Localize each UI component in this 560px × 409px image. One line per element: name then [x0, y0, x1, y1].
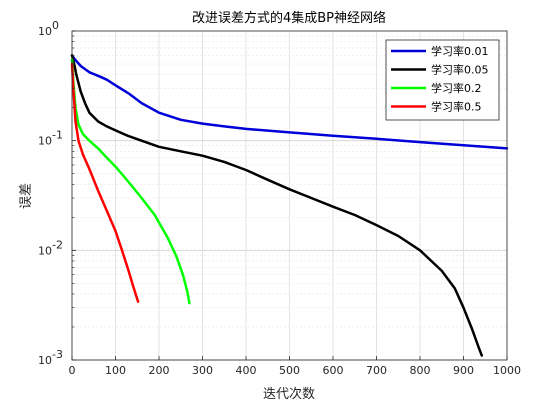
x-tick-label: 300 [192, 364, 213, 377]
y-tick-exponent: -3 [52, 348, 63, 361]
x-tick-label: 0 [69, 364, 76, 377]
legend-label-2: 学习率0.2 [431, 81, 482, 95]
legend: 学习率0.01 学习率0.05 学习率0.2 学习率0.5 [385, 39, 500, 121]
x-tick-label: 800 [410, 364, 431, 377]
series-line-0 [70, 54, 509, 150]
series-line-3 [70, 62, 140, 303]
x-tick-label: 500 [279, 364, 300, 377]
x-tick-label: 900 [453, 364, 474, 377]
x-tick-label: 600 [323, 364, 344, 377]
series-line-1 [70, 54, 484, 357]
x-tick-label: 400 [236, 364, 257, 377]
y-tick-label: 10 [38, 244, 52, 257]
y-axis-title: 误差 [19, 183, 34, 209]
chart-title: 改进误差方式的4集成BP神经网络 [192, 10, 386, 26]
axis-ticks: 0 100 200 300 400 500 600 700 800 900 100010-310-2… [38, 19, 521, 377]
x-tick-label: 1000 [493, 364, 521, 377]
y-tick-label: 10 [38, 135, 52, 148]
legend-label-1: 学习率0.05 [431, 63, 489, 77]
y-tick-exponent: -2 [52, 238, 63, 251]
x-tick-label: 200 [149, 364, 170, 377]
x-tick-label: 100 [105, 364, 126, 377]
plot-area [70, 54, 509, 357]
legend-label-3: 学习率0.5 [431, 100, 482, 114]
y-tick-label: 10 [38, 354, 52, 367]
y-tick-label: 10 [38, 25, 52, 38]
y-tick-exponent: 0 [52, 19, 59, 32]
y-tick-exponent: -1 [52, 129, 63, 142]
x-tick-label: 700 [366, 364, 387, 377]
series-line-2 [70, 58, 191, 305]
legend-label-0: 学习率0.01 [431, 44, 489, 58]
x-axis-title: 迭代次数 [263, 386, 315, 402]
